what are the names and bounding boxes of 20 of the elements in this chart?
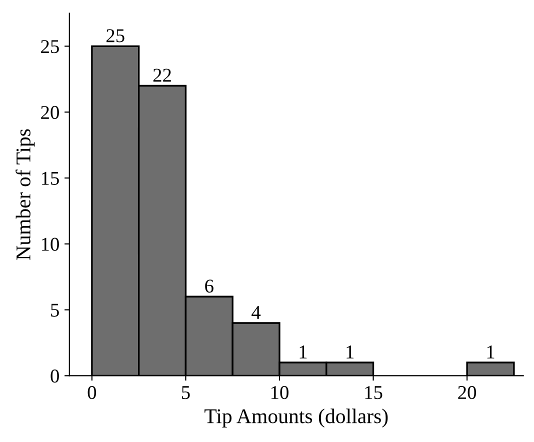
data-label: 1 [487,346,494,358]
y-tick-label: 0 [50,370,59,383]
y-tick-label: 10 [42,238,59,251]
data-label: 6 [205,280,214,293]
data-label: 22 [153,68,171,82]
x-tick-label: 0 [88,386,96,400]
x-tick-label: 15 [365,386,382,400]
data-label: 4 [252,306,261,319]
x-tick-label: 10 [271,386,288,400]
y-tick-label: 20 [41,106,59,120]
y-tick-label: 15 [42,172,59,185]
data-label: 25 [106,29,124,42]
data-label: 1 [300,346,307,358]
y-axis-title: Number of Tips [16,129,35,260]
data-label: 1 [346,346,354,358]
x-axis-title: Tip Amounts (dollars) [204,408,388,428]
y-tick-label: 25 [41,40,59,54]
x-tick-label: 5 [182,386,190,400]
x-tick-label: 20 [458,386,476,400]
y-tick-label: 5 [51,304,59,317]
